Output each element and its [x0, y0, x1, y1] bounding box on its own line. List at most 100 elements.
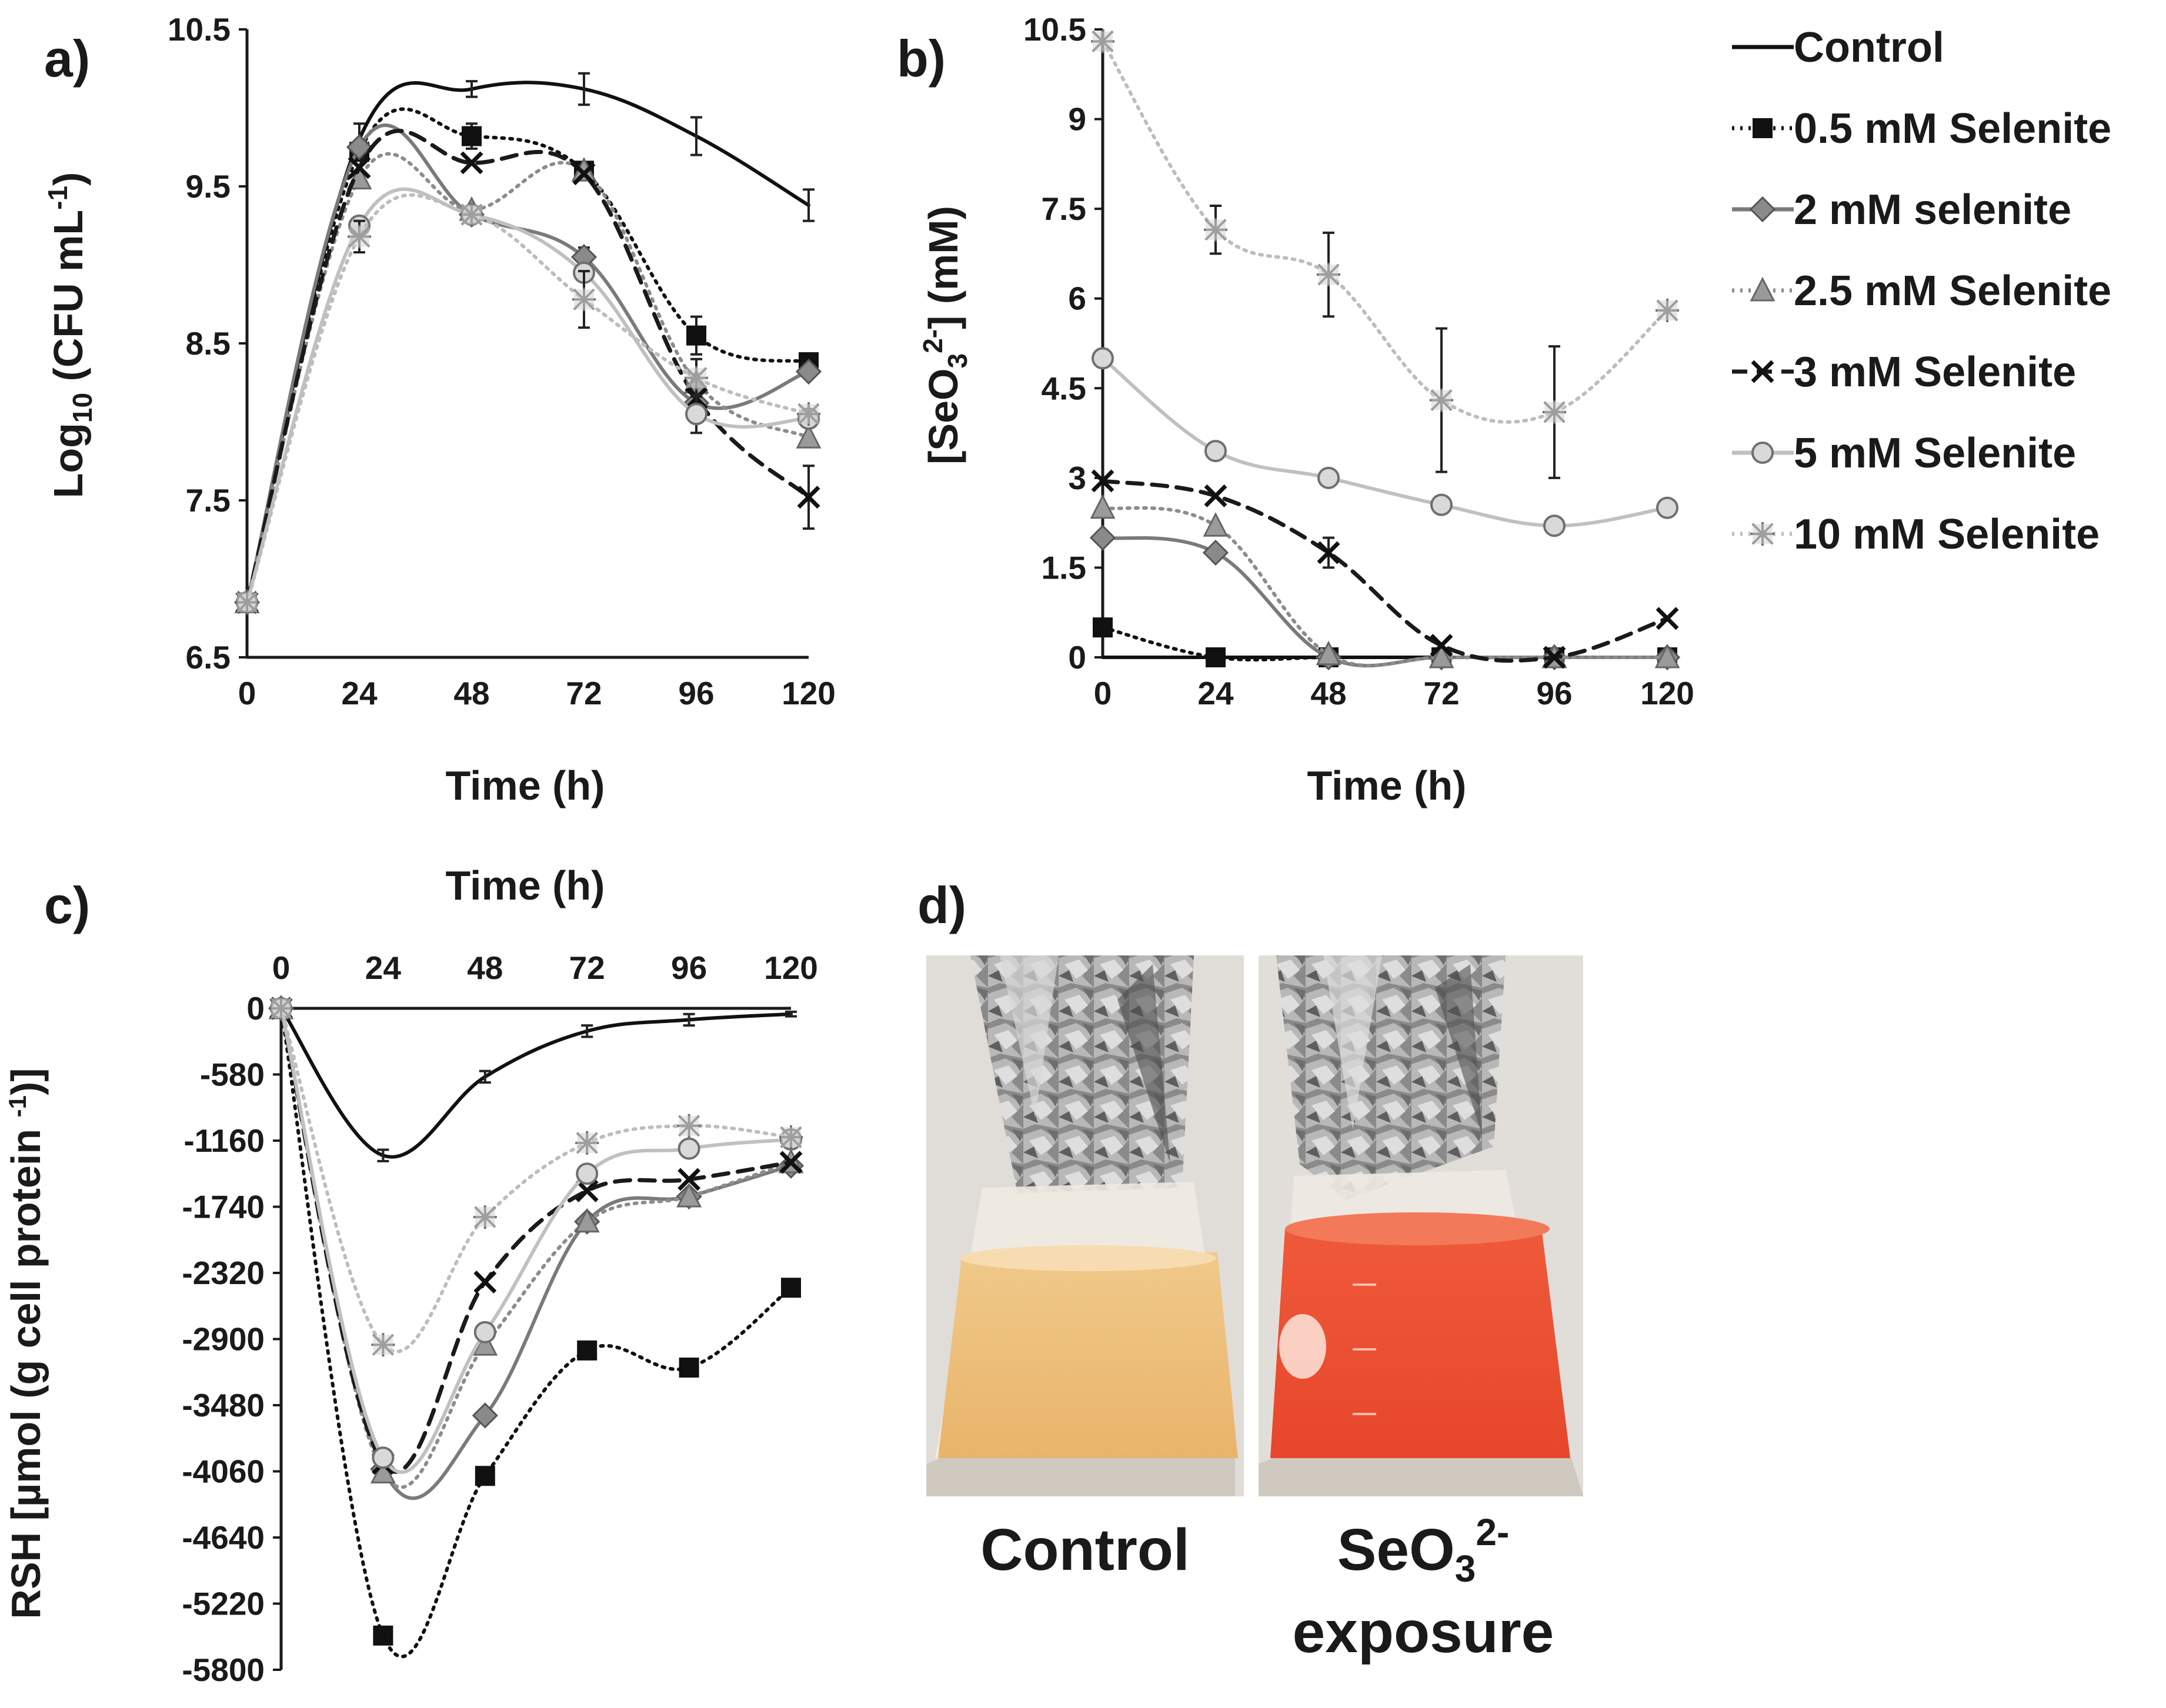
- chart-b-ylabel: [SeO32-] (mM): [917, 206, 973, 464]
- chart-b-ytick-label: 3: [1068, 460, 1086, 496]
- chart-a-line-s10: [245, 193, 810, 604]
- chart-b-point-s25: [1654, 643, 1680, 669]
- legend-item-control: Control: [1732, 24, 1944, 71]
- chart-c-point-s3: [473, 1271, 497, 1293]
- chart-a-errorbar-control: [803, 188, 815, 222]
- chart-c-point-s3: [575, 1179, 599, 1202]
- chart-c-point-s2: [472, 1402, 498, 1429]
- panel-c-label: c): [44, 876, 90, 934]
- chart-a-xtick-label: 0: [238, 675, 256, 711]
- legend-label-control: Control: [1794, 24, 1944, 71]
- panel-d-label: d): [917, 876, 966, 934]
- chart-c-xlabel: Time (h): [446, 863, 605, 908]
- chart-a-point-s10-bg: [574, 289, 594, 310]
- chart-a-point-s25: [796, 423, 822, 449]
- chart-a-point-s10-bg: [799, 404, 819, 425]
- chart-c-rsh: 0 -580 -1160 -1740 -2320 -2900 -3480 -4060 -4640…: [182, 950, 818, 1688]
- chart-c-xtick-label: 96: [671, 950, 707, 986]
- chart-b-xtick-label: 120: [1640, 675, 1694, 711]
- chart-b-line-s05: [1101, 626, 1669, 662]
- chart-c-point-s10-bg: [679, 1115, 699, 1136]
- chart-c-point-s10-bg: [373, 1335, 393, 1355]
- chart-c-point-s25: [676, 1182, 702, 1208]
- chart-c-xtick-label: 120: [764, 950, 818, 986]
- chart-b-point-s10-bg: [1206, 219, 1226, 240]
- chart-a-series-s25: [234, 152, 822, 614]
- chart-c-point-s05: [373, 1625, 393, 1646]
- chart-c-series-s05: [271, 998, 801, 1659]
- chart-b-ytick-label: 0: [1068, 639, 1086, 676]
- caption-selenite-exposure-line1: SeO32-: [1337, 1511, 1510, 1590]
- chart-c-ylabel: RSH [µmol (g cell protein -1)]: [3, 1068, 49, 1619]
- chart-c-line-s05: [279, 1007, 793, 1659]
- chart-b-series-s2: [1089, 524, 1681, 671]
- chart-a-series-s2: [233, 123, 822, 616]
- chart-b-ytick-label: 9: [1068, 101, 1086, 138]
- legend-marker-s10-bg: [1753, 524, 1773, 544]
- chart-a-xtick-label: 48: [453, 675, 489, 711]
- chart-a-series-s05: [237, 107, 819, 613]
- chart-c-point-s10-bg: [271, 998, 291, 1018]
- chart-b-point-s10-bg: [1544, 402, 1564, 422]
- chart-b-xlabel: Time (h): [1307, 763, 1467, 808]
- chart-a-line-s05: [245, 107, 810, 604]
- legend-label-s5: 5 mM Selenite: [1794, 430, 2076, 477]
- chart-c-ytick-label: -4640: [182, 1519, 265, 1556]
- chart-b-point-s10-bg: [1093, 31, 1113, 52]
- caption-control: Control: [980, 1517, 1189, 1583]
- chart-a-ytick-label: 9.5: [186, 168, 231, 205]
- chart-c-ytick-label: 0: [246, 990, 265, 1027]
- chart-b-series-s3: [1091, 469, 1679, 669]
- chart-a-ytick-label: 8.5: [186, 325, 231, 362]
- chart-b-point-s25: [1090, 494, 1116, 519]
- chart-a-point-s3: [572, 162, 596, 186]
- chart-c-ytick-label: -2900: [182, 1321, 265, 1358]
- chart-c-series-s10: [269, 997, 803, 1357]
- chart-c-point-s05: [781, 1278, 801, 1298]
- chart-c-point-s3: [779, 1151, 803, 1174]
- legend: Control 0.5 mM Selenite 2 mM selenite 2.5 m…: [1732, 24, 2111, 558]
- chart-c-line-control: [279, 1007, 793, 1159]
- chart-a-xtick-label: 96: [678, 675, 714, 711]
- chart-a-point-s3: [797, 486, 820, 509]
- chart-a-point-s2: [795, 358, 822, 385]
- chart-c-xtick-label: 24: [365, 950, 402, 986]
- chart-a-line-s2: [245, 123, 810, 604]
- chart-c-ytick-label: -1160: [183, 1122, 265, 1159]
- photo-control-flask: [926, 955, 1244, 1496]
- photo-selenite-flask: [1259, 955, 1583, 1496]
- chart-c-ytick-label: -1740: [182, 1189, 265, 1225]
- chart-a-point-s3: [348, 156, 371, 179]
- chart-c-line-s10: [279, 1007, 793, 1353]
- chart-a-ytick-label: 10.5: [168, 11, 231, 48]
- chart-b-point-s5: [1092, 347, 1114, 370]
- chart-b-point-s05: [1206, 647, 1226, 667]
- chart-a-xlabel: Time (h): [446, 763, 605, 808]
- chart-b-xtick-label: 0: [1094, 675, 1112, 711]
- chart-b-point-s10-bg: [1657, 300, 1677, 321]
- legend-marker-s3: [1751, 360, 1774, 383]
- chart-a-point-s5: [685, 403, 707, 426]
- legend-label-s3: 3 mM Selenite: [1794, 349, 2076, 396]
- chart-c-ytick-label: -2320: [182, 1255, 265, 1291]
- chart-c-errorbar-control: [479, 1069, 491, 1084]
- chart-b-ytick-label: 4.5: [1042, 370, 1086, 406]
- legend-label-s25: 2.5 mM Selenite: [1794, 268, 2111, 315]
- chart-a-series-s10: [235, 193, 820, 614]
- chart-a-line-control: [245, 81, 810, 604]
- chart-b-line-s25: [1101, 506, 1669, 667]
- chart-a-point-s05: [686, 325, 706, 346]
- chart-c-line-s2: [279, 1007, 793, 1500]
- chart-a-ytick-label: 6.5: [186, 639, 231, 676]
- chart-c-ytick-label: -5800: [182, 1652, 265, 1688]
- chart-a-errorbar-control: [578, 72, 590, 106]
- chart-c-ytick-label: -3480: [182, 1387, 265, 1423]
- chart-b-point-s3: [1430, 634, 1453, 657]
- legend-marker-s25: [1750, 276, 1775, 302]
- legend-item-s10: 10 mM Selenite: [1732, 511, 2100, 558]
- chart-b-line-s2: [1101, 536, 1669, 668]
- chart-a-ylabel: Log10 (CFU mL-1): [42, 172, 98, 499]
- chart-a-errorbar-control: [690, 116, 702, 156]
- chart-a-xtick-label: 120: [782, 675, 836, 711]
